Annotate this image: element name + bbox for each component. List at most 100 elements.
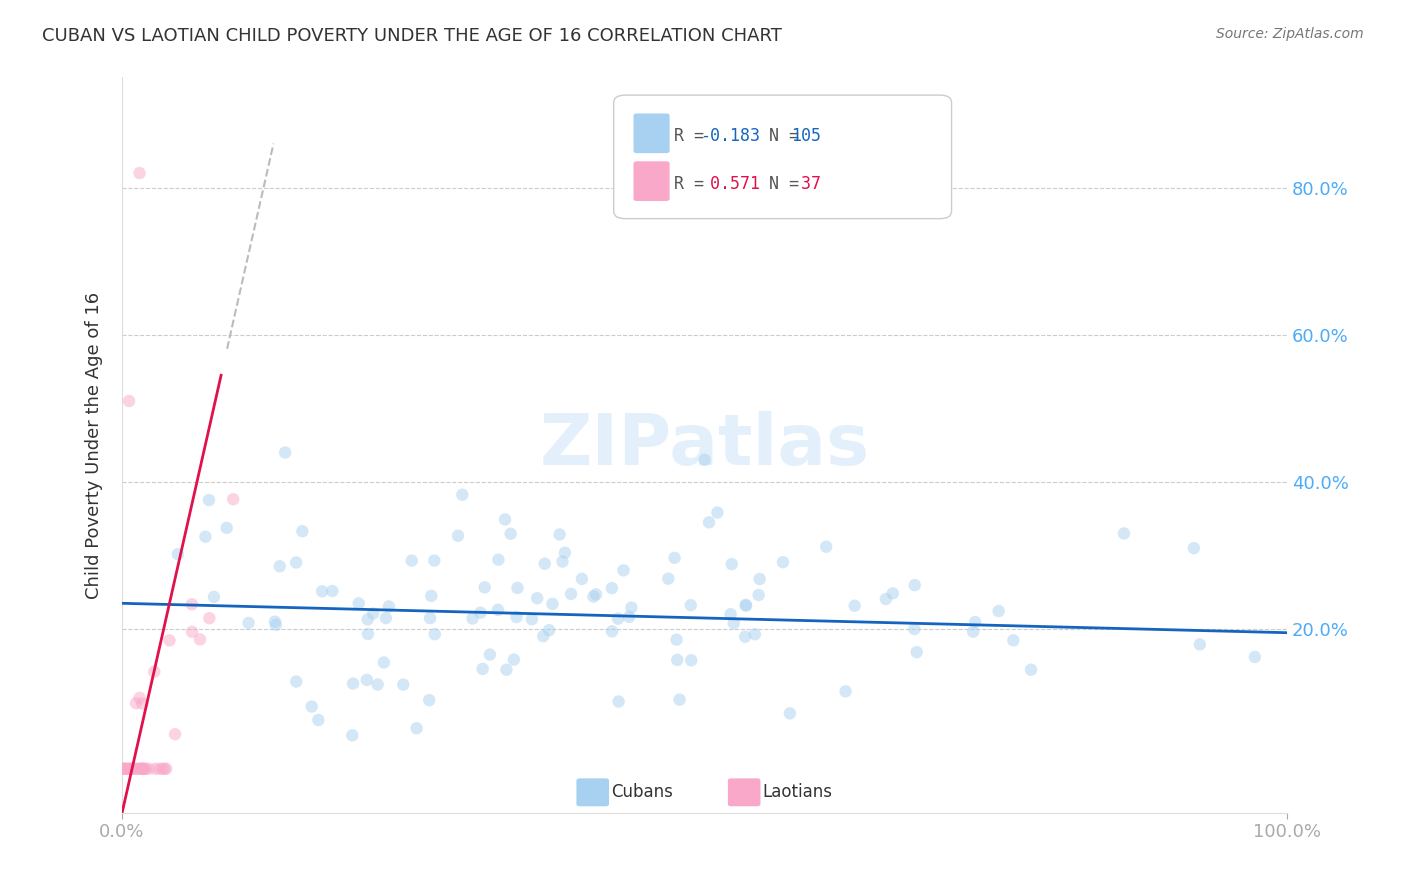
Point bbox=[128, 690, 150, 705]
Point bbox=[666, 653, 689, 667]
Text: -0.183: -0.183 bbox=[700, 128, 759, 145]
Point bbox=[668, 692, 690, 706]
Point bbox=[129, 762, 152, 776]
Point bbox=[181, 624, 204, 639]
Point bbox=[264, 615, 287, 629]
Point bbox=[748, 588, 770, 602]
Point bbox=[118, 762, 141, 776]
Point bbox=[538, 623, 561, 637]
Point bbox=[697, 516, 720, 530]
Point bbox=[401, 554, 423, 568]
Point bbox=[367, 677, 389, 691]
Point bbox=[554, 546, 576, 560]
Point bbox=[470, 606, 492, 620]
Point bbox=[600, 624, 623, 639]
Point bbox=[419, 611, 441, 625]
Point bbox=[180, 597, 202, 611]
FancyBboxPatch shape bbox=[634, 161, 669, 201]
Point bbox=[1112, 526, 1135, 541]
Point bbox=[274, 445, 297, 459]
Text: N =: N = bbox=[749, 128, 808, 145]
Point bbox=[533, 557, 555, 571]
Point bbox=[238, 615, 260, 630]
Point bbox=[423, 553, 446, 567]
Point bbox=[461, 611, 484, 625]
Point bbox=[131, 762, 153, 776]
Point bbox=[1243, 649, 1265, 664]
FancyBboxPatch shape bbox=[613, 95, 952, 219]
Point bbox=[723, 616, 745, 631]
Point bbox=[418, 693, 440, 707]
Point bbox=[693, 453, 716, 467]
Point bbox=[112, 762, 135, 776]
Point bbox=[505, 610, 527, 624]
Point bbox=[607, 612, 630, 626]
Point bbox=[1188, 637, 1211, 651]
Point bbox=[198, 493, 221, 508]
Point bbox=[875, 592, 897, 607]
Point bbox=[904, 578, 927, 592]
Point bbox=[124, 762, 146, 776]
Point bbox=[965, 615, 987, 629]
Point bbox=[1002, 633, 1025, 648]
Point bbox=[165, 727, 187, 741]
Point bbox=[486, 603, 509, 617]
Point bbox=[128, 762, 150, 776]
Point bbox=[269, 559, 291, 574]
Point bbox=[215, 521, 238, 535]
Point bbox=[148, 762, 170, 776]
Point bbox=[1019, 663, 1042, 677]
Point bbox=[132, 762, 155, 776]
Point bbox=[357, 627, 380, 641]
Point bbox=[131, 697, 153, 711]
Point bbox=[447, 529, 470, 543]
Point bbox=[291, 524, 314, 539]
Point bbox=[571, 572, 593, 586]
Point bbox=[451, 488, 474, 502]
Text: 0.571: 0.571 bbox=[700, 175, 759, 193]
Point bbox=[166, 547, 188, 561]
FancyBboxPatch shape bbox=[728, 779, 761, 806]
Point bbox=[720, 557, 742, 571]
Point bbox=[392, 677, 415, 691]
Point bbox=[478, 648, 501, 662]
Point bbox=[987, 604, 1010, 618]
Point bbox=[905, 645, 928, 659]
Point bbox=[374, 611, 396, 625]
Point bbox=[585, 587, 607, 601]
Point bbox=[664, 550, 686, 565]
Point bbox=[815, 540, 838, 554]
Point bbox=[138, 762, 160, 776]
Point bbox=[264, 618, 287, 632]
Point bbox=[779, 706, 801, 721]
Point bbox=[531, 629, 554, 643]
Point bbox=[134, 762, 156, 776]
Point bbox=[607, 694, 630, 708]
Point bbox=[420, 589, 443, 603]
Point bbox=[617, 610, 640, 624]
Point bbox=[582, 590, 605, 604]
Point bbox=[744, 627, 766, 641]
Point bbox=[378, 599, 401, 614]
Point bbox=[734, 630, 756, 644]
Point bbox=[471, 662, 494, 676]
Point bbox=[506, 581, 529, 595]
Point bbox=[202, 590, 225, 604]
Text: 105: 105 bbox=[790, 128, 821, 145]
Point bbox=[903, 622, 925, 636]
Point bbox=[844, 599, 866, 613]
Text: Cubans: Cubans bbox=[612, 783, 673, 801]
Point bbox=[143, 762, 166, 776]
Point bbox=[124, 762, 146, 776]
Point bbox=[962, 624, 984, 639]
Text: 37: 37 bbox=[790, 175, 821, 193]
Point bbox=[474, 580, 496, 594]
Point bbox=[118, 762, 141, 776]
Point bbox=[499, 526, 522, 541]
Point bbox=[112, 762, 135, 776]
Point bbox=[405, 721, 427, 735]
Point bbox=[342, 676, 364, 690]
Point bbox=[620, 600, 643, 615]
Point bbox=[134, 762, 156, 776]
Point bbox=[681, 653, 703, 667]
